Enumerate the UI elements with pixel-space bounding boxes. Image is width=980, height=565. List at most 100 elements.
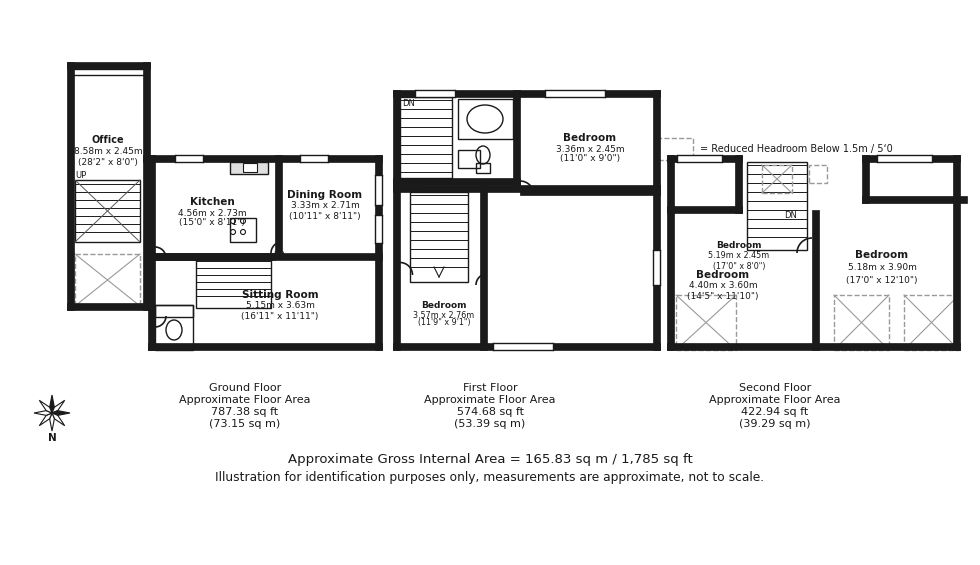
Bar bbox=[393, 185, 660, 192]
Text: 4.40m x 3.60m: 4.40m x 3.60m bbox=[689, 281, 758, 290]
Bar bbox=[143, 155, 155, 162]
Text: Sitting Room: Sitting Room bbox=[242, 290, 318, 300]
Bar bbox=[676, 295, 736, 350]
Bar bbox=[458, 150, 480, 168]
Bar bbox=[393, 90, 400, 185]
Text: (10'11" x 8'11"): (10'11" x 8'11") bbox=[289, 211, 361, 220]
Bar bbox=[762, 165, 792, 193]
Bar bbox=[658, 138, 693, 160]
Bar bbox=[667, 155, 674, 350]
Text: Ground Floor: Ground Floor bbox=[209, 383, 281, 393]
Bar bbox=[148, 253, 382, 260]
Bar bbox=[393, 185, 400, 350]
Text: 3.33m x 2.71m: 3.33m x 2.71m bbox=[291, 202, 360, 211]
Text: Bedroom: Bedroom bbox=[716, 241, 761, 250]
Bar bbox=[393, 178, 520, 185]
Text: UP: UP bbox=[273, 250, 284, 259]
Text: Second Floor: Second Floor bbox=[739, 383, 811, 393]
Text: DN: DN bbox=[402, 99, 415, 108]
Text: 5.19m x 2.45m: 5.19m x 2.45m bbox=[709, 251, 769, 260]
Bar bbox=[513, 90, 520, 185]
Bar bbox=[230, 162, 268, 174]
Bar bbox=[148, 253, 275, 260]
Bar bbox=[747, 162, 807, 250]
Polygon shape bbox=[52, 413, 65, 426]
Bar bbox=[520, 90, 660, 97]
Text: Approximate Floor Area: Approximate Floor Area bbox=[179, 395, 311, 405]
Bar bbox=[410, 192, 468, 282]
Bar bbox=[143, 62, 150, 310]
Bar bbox=[862, 196, 967, 203]
Bar bbox=[148, 155, 382, 162]
Bar bbox=[677, 155, 722, 162]
Text: DN: DN bbox=[784, 211, 797, 220]
Bar bbox=[476, 163, 490, 173]
Polygon shape bbox=[39, 413, 52, 426]
Text: Approximate Gross Internal Area = 165.83 sq m / 1,785 sq ft: Approximate Gross Internal Area = 165.83… bbox=[287, 454, 693, 467]
Text: (11'0" x 9'0"): (11'0" x 9'0") bbox=[560, 154, 620, 163]
Bar bbox=[480, 185, 487, 350]
Bar bbox=[520, 188, 660, 195]
Bar bbox=[148, 343, 382, 350]
Bar bbox=[75, 254, 140, 306]
Text: (73.15 sq m): (73.15 sq m) bbox=[210, 419, 280, 429]
Text: Office: Office bbox=[92, 135, 124, 145]
Bar bbox=[667, 343, 960, 350]
Bar bbox=[809, 165, 827, 183]
Bar bbox=[493, 343, 553, 350]
Bar bbox=[545, 90, 605, 97]
Bar bbox=[735, 155, 742, 213]
Bar bbox=[667, 155, 742, 162]
Bar bbox=[67, 303, 150, 310]
Text: (17'0" x 12'10"): (17'0" x 12'10") bbox=[847, 276, 917, 285]
Bar bbox=[953, 155, 960, 350]
Text: Bedroom: Bedroom bbox=[421, 301, 466, 310]
Text: 3.36m x 2.45m: 3.36m x 2.45m bbox=[556, 145, 624, 154]
Bar bbox=[75, 180, 140, 242]
Bar bbox=[230, 218, 256, 242]
Text: UP: UP bbox=[412, 184, 423, 193]
Text: Approximate Floor Area: Approximate Floor Area bbox=[424, 395, 556, 405]
Bar bbox=[148, 155, 155, 350]
Text: Approximate Floor Area: Approximate Floor Area bbox=[710, 395, 841, 405]
Bar bbox=[196, 258, 271, 308]
Text: (28'2" x 8'0"): (28'2" x 8'0") bbox=[78, 159, 138, 167]
Bar bbox=[415, 90, 455, 97]
Text: UP: UP bbox=[75, 171, 86, 180]
Text: Bedroom: Bedroom bbox=[564, 133, 616, 143]
Bar bbox=[862, 155, 869, 203]
Bar bbox=[243, 163, 257, 172]
Polygon shape bbox=[50, 395, 54, 413]
Bar bbox=[904, 295, 959, 350]
Bar bbox=[275, 155, 282, 253]
Bar bbox=[155, 305, 193, 317]
Polygon shape bbox=[34, 411, 52, 415]
Polygon shape bbox=[39, 400, 52, 413]
Text: 8.58m x 2.45m: 8.58m x 2.45m bbox=[74, 147, 142, 157]
Polygon shape bbox=[52, 400, 65, 413]
Polygon shape bbox=[50, 413, 54, 431]
Bar bbox=[175, 155, 203, 162]
Text: 5.18m x 3.90m: 5.18m x 3.90m bbox=[848, 263, 916, 272]
Text: (15'0" x 8'11"): (15'0" x 8'11") bbox=[179, 219, 245, 228]
Text: Bedroom: Bedroom bbox=[697, 270, 750, 280]
Bar bbox=[393, 90, 520, 97]
Text: 4.56m x 2.73m: 4.56m x 2.73m bbox=[177, 208, 246, 218]
Text: = Reduced Headroom Below 1.5m / 5‘0: = Reduced Headroom Below 1.5m / 5‘0 bbox=[700, 144, 893, 154]
Bar bbox=[155, 305, 193, 350]
Text: Dining Room: Dining Room bbox=[287, 190, 363, 200]
Text: 3.57m x 2.76m: 3.57m x 2.76m bbox=[414, 311, 474, 319]
Bar bbox=[400, 97, 452, 178]
Bar bbox=[67, 62, 74, 310]
Bar bbox=[393, 343, 660, 350]
Bar bbox=[375, 155, 382, 350]
Text: (39.29 sq m): (39.29 sq m) bbox=[739, 419, 810, 429]
Text: 5.15m x 3.63m: 5.15m x 3.63m bbox=[246, 302, 315, 311]
Bar bbox=[458, 99, 513, 139]
Text: Bedroom: Bedroom bbox=[856, 250, 908, 260]
Text: 787.38 sq ft: 787.38 sq ft bbox=[212, 407, 278, 417]
Bar bbox=[375, 175, 382, 205]
Bar bbox=[375, 215, 382, 243]
Bar bbox=[667, 206, 742, 213]
Bar bbox=[67, 62, 150, 69]
